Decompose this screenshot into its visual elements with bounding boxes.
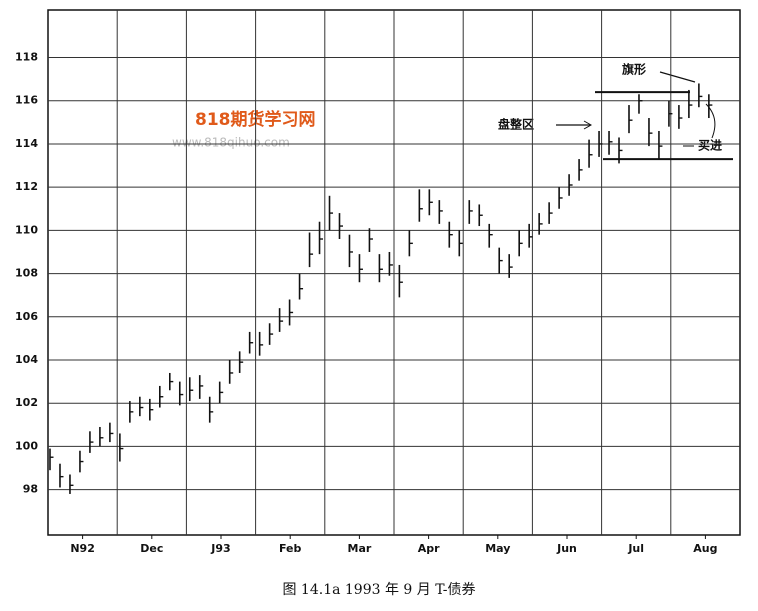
arrow-head [583, 120, 593, 130]
y-tick-label: 114 [15, 137, 38, 150]
x-tick-label: N92 [70, 542, 95, 555]
y-tick-label: 98 [23, 483, 38, 496]
x-tick-label: Mar [348, 542, 372, 555]
x-tick-label: Dec [140, 542, 163, 555]
x-tick-label: May [485, 542, 510, 555]
y-tick-label: 106 [15, 310, 38, 323]
x-tick-label: Jun [556, 542, 577, 555]
arrow [659, 71, 696, 83]
annotation: 买进 [698, 138, 722, 153]
watermark-url: www.818qihuo.com [172, 136, 290, 150]
x-tick-label: J93 [210, 542, 230, 555]
y-tick-label: 104 [15, 353, 38, 366]
x-tick-label: Apr [418, 542, 440, 555]
x-tick-label: Jul [627, 542, 644, 555]
y-tick-label: 118 [15, 51, 38, 64]
arrow-curve [705, 103, 716, 139]
y-tick-label: 116 [15, 94, 38, 107]
x-tick-label: Aug [693, 542, 717, 555]
y-tick-label: 110 [15, 223, 38, 236]
caption: 图 14.1a 1993 年 9 月 T-债券 [282, 582, 475, 598]
y-tick-label: 112 [15, 180, 38, 193]
annotation: 盘整区 [498, 117, 534, 132]
y-tick-label: 100 [15, 439, 38, 452]
y-tick-label: 102 [15, 396, 38, 409]
x-tick-label: Feb [279, 542, 302, 555]
annotation: 旗形 [622, 62, 646, 77]
y-tick-label: 108 [15, 267, 38, 280]
